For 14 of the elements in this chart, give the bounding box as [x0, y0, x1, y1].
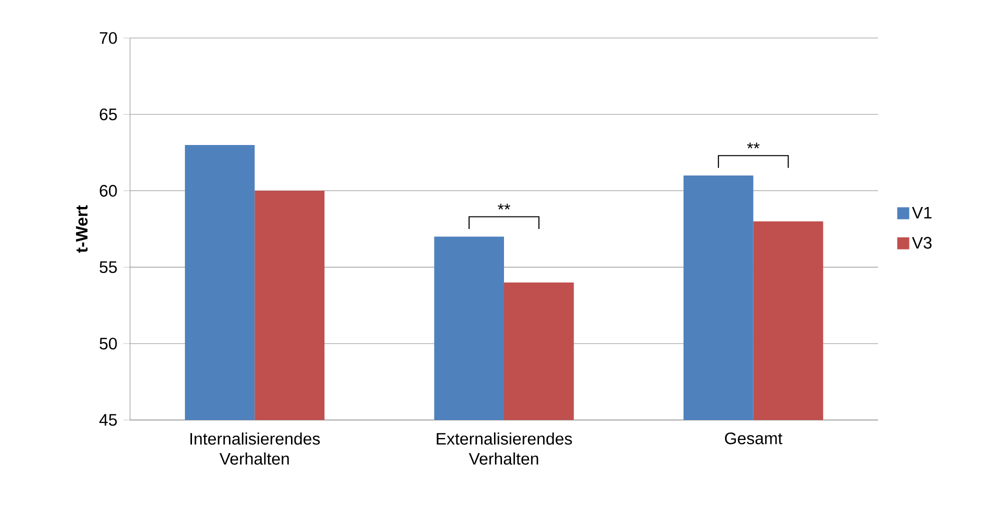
y-tick-label: 70	[100, 32, 117, 44]
y-tick-label: 65	[100, 108, 117, 120]
legend-label: V3	[912, 236, 932, 249]
y-tick-label: 60	[100, 184, 117, 197]
x-tick-label: Internalisierendes Verhalten	[190, 432, 320, 465]
y-axis-title: t-Wert	[76, 205, 88, 253]
x-tick-label: Externalisierendes Verhalten	[436, 432, 572, 465]
x-tick-label: Gesamt	[724, 432, 782, 444]
annotation: **	[747, 142, 760, 148]
annotation: **	[498, 204, 510, 210]
y-tick-label: 50	[100, 338, 117, 350]
legend-label: V1	[912, 206, 932, 218]
y-tick-label: 45	[99, 414, 117, 426]
y-tick-label: 55	[100, 261, 117, 274]
